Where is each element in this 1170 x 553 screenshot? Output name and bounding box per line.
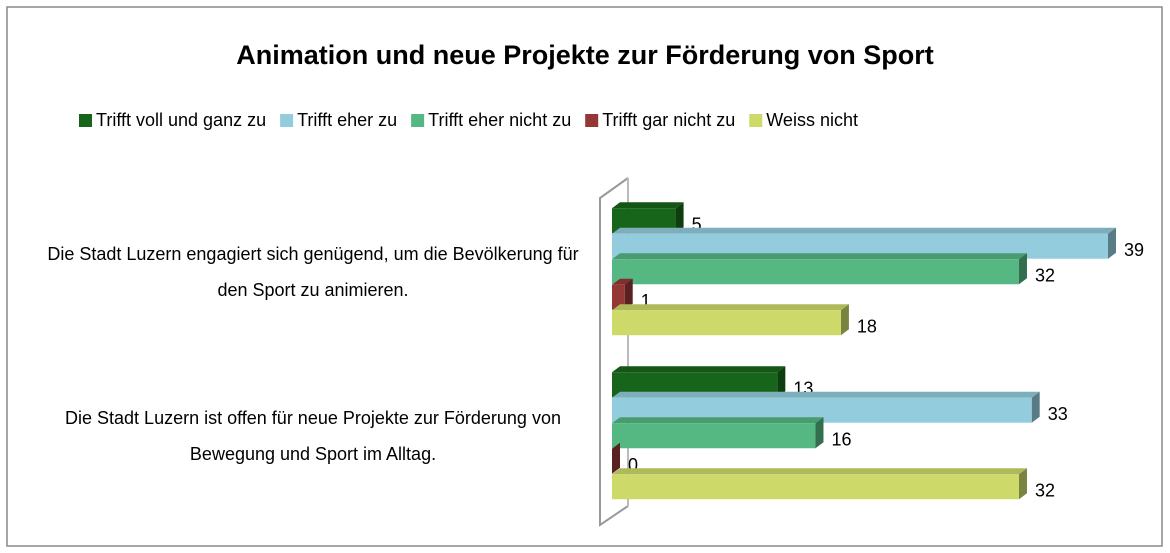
- value-label: 18: [857, 317, 877, 337]
- legend-label: Trifft eher nicht zu: [428, 110, 571, 130]
- bar-top: [612, 253, 1027, 260]
- bar-side: [1108, 227, 1116, 259]
- bar: [612, 304, 849, 336]
- bar-top: [612, 391, 1040, 398]
- bar-front: [612, 474, 1019, 500]
- value-label: 1: [641, 291, 651, 311]
- legend-label: Weiss nicht: [766, 110, 858, 130]
- chart-title: Animation und neue Projekte zur Förderun…: [236, 40, 934, 70]
- legend-swatch: [411, 114, 425, 127]
- legend-label: Trifft voll und ganz zu: [96, 110, 266, 130]
- bar-side: [815, 417, 824, 449]
- bar: [612, 442, 620, 474]
- bar-top: [612, 202, 684, 209]
- value-label: 32: [1035, 481, 1055, 501]
- category-label: Die Stadt Luzern engagiert sich genügend…: [47, 244, 579, 300]
- bar-top: [612, 227, 1116, 234]
- bar-front: [612, 284, 625, 310]
- bar: [612, 468, 1027, 500]
- bar-front: [612, 423, 816, 449]
- category-label: Die Stadt Luzern ist offen für neue Proj…: [65, 408, 561, 464]
- value-label: 5: [692, 215, 702, 235]
- bar-top: [612, 278, 633, 285]
- value-label: 32: [1035, 266, 1055, 286]
- value-label: 33: [1048, 404, 1068, 424]
- bar-top: [612, 417, 824, 424]
- bar: [612, 253, 1027, 285]
- bar-top: [612, 468, 1027, 475]
- legend-swatch: [585, 114, 599, 127]
- bar-side: [1031, 391, 1040, 423]
- bar-top: [612, 366, 786, 373]
- bar-side: [675, 202, 684, 234]
- legend-label: Trifft gar nicht zu: [602, 110, 735, 130]
- wall-edge: [599, 177, 629, 527]
- bar-front: [612, 310, 841, 336]
- bar-front: [612, 259, 1019, 285]
- legend-label: Trifft eher zu: [297, 110, 397, 130]
- bar-top: [612, 304, 849, 311]
- legend-swatch: [79, 114, 92, 127]
- bar-side: [1018, 468, 1027, 500]
- value-label: 39: [1124, 240, 1144, 260]
- bar-side: [624, 278, 633, 310]
- legend-swatch: [280, 114, 294, 127]
- value-label: 16: [831, 430, 851, 450]
- bar: [612, 417, 824, 449]
- bar-side: [612, 442, 620, 474]
- value-label: 0: [628, 455, 638, 475]
- bar-side: [840, 304, 849, 336]
- legend-swatch: [749, 114, 763, 127]
- bar-side: [777, 366, 786, 398]
- bar: [612, 278, 633, 310]
- bar-side: [1018, 253, 1027, 285]
